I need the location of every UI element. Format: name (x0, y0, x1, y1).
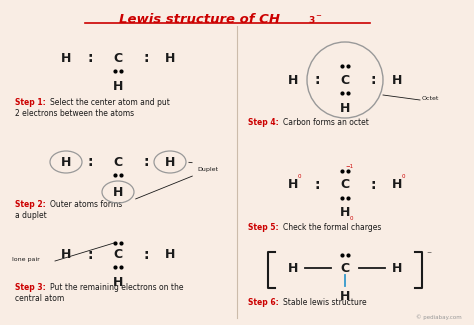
Text: :: : (314, 73, 320, 87)
Text: Stable lewis structure: Stable lewis structure (283, 298, 366, 307)
Text: −1: −1 (346, 163, 354, 168)
Text: H: H (340, 290, 350, 303)
Text: C: C (340, 178, 349, 191)
Text: H: H (61, 51, 71, 64)
Text: :: : (87, 248, 93, 262)
Text: :: : (370, 178, 376, 192)
Text: Put the remaining electrons on the: Put the remaining electrons on the (50, 283, 183, 292)
Text: H: H (165, 51, 175, 64)
Text: Outer atoms forms: Outer atoms forms (50, 200, 122, 209)
Text: Duplet: Duplet (197, 166, 218, 172)
Text: H: H (392, 178, 402, 191)
Text: :: : (87, 51, 93, 65)
Text: H: H (61, 155, 71, 168)
Text: C: C (113, 249, 123, 262)
Text: H: H (340, 206, 350, 219)
Text: :: : (143, 248, 149, 262)
Text: 0: 0 (349, 216, 353, 222)
Text: Check the formal charges: Check the formal charges (283, 223, 382, 232)
Text: H: H (113, 80, 123, 93)
Text: 0: 0 (297, 174, 301, 178)
Text: Step 3:: Step 3: (15, 283, 46, 292)
Text: Octet: Octet (422, 97, 439, 101)
Text: Step 5:: Step 5: (248, 223, 279, 232)
Text: H: H (340, 101, 350, 114)
Text: H: H (61, 249, 71, 262)
Text: C: C (113, 155, 123, 168)
Text: H: H (288, 262, 298, 275)
Text: Lewis structure of CH: Lewis structure of CH (119, 13, 281, 26)
Text: C: C (113, 51, 123, 64)
Text: H: H (392, 73, 402, 86)
Text: H: H (113, 186, 123, 199)
Text: H: H (288, 73, 298, 86)
Text: ⁻: ⁻ (315, 13, 321, 23)
Text: H: H (288, 178, 298, 191)
Text: :: : (370, 73, 376, 87)
Text: Carbon forms an octet: Carbon forms an octet (283, 118, 369, 127)
Text: :: : (314, 178, 320, 192)
Text: H: H (392, 262, 402, 275)
Text: Step 2:: Step 2: (15, 200, 46, 209)
Text: H: H (113, 276, 123, 289)
Text: 3: 3 (308, 16, 314, 25)
Text: Step 6:: Step 6: (248, 298, 279, 307)
Text: H: H (165, 155, 175, 168)
Text: H: H (165, 249, 175, 262)
Text: central atom: central atom (15, 294, 64, 303)
Text: © pediabay.com: © pediabay.com (416, 314, 462, 320)
Text: C: C (340, 73, 349, 86)
Text: lone pair: lone pair (12, 257, 40, 263)
Text: 2 electrons between the atoms: 2 electrons between the atoms (15, 109, 134, 118)
Text: C: C (340, 262, 349, 275)
Text: ⁻: ⁻ (426, 250, 431, 260)
Text: 0: 0 (401, 174, 405, 178)
Text: :: : (143, 155, 149, 169)
Text: Step 1:: Step 1: (15, 98, 46, 107)
Text: Step 4:: Step 4: (248, 118, 279, 127)
Text: a duplet: a duplet (15, 211, 47, 220)
Text: :: : (143, 51, 149, 65)
Text: :: : (87, 155, 93, 169)
Text: Select the center atom and put: Select the center atom and put (50, 98, 170, 107)
